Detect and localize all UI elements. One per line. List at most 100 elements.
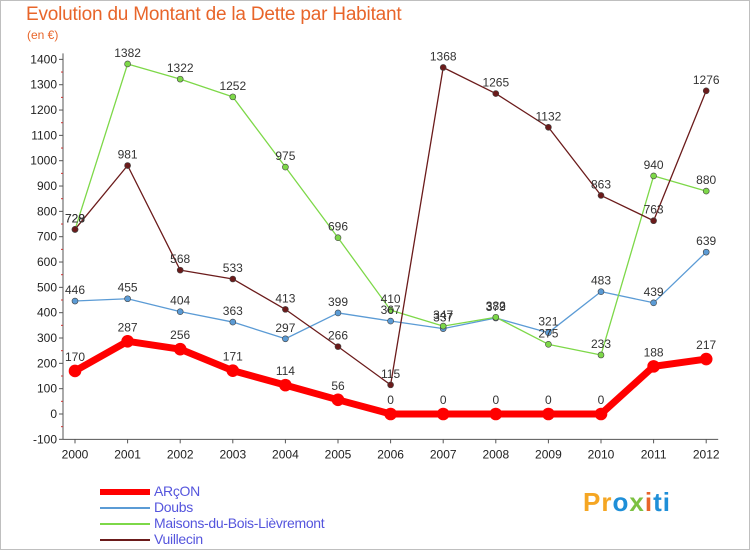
data-point xyxy=(542,407,555,421)
data-label: 363 xyxy=(223,304,243,318)
y-tick-label: 800 xyxy=(37,204,57,218)
data-label: 256 xyxy=(170,328,190,342)
data-label: 728 xyxy=(65,212,85,226)
data-label: 114 xyxy=(276,364,295,378)
data-point xyxy=(229,318,237,326)
data-point xyxy=(124,60,131,68)
data-point xyxy=(226,364,240,377)
data-label: 0 xyxy=(492,393,499,407)
data-label: 275 xyxy=(538,326,558,340)
x-tick-label: 2012 xyxy=(693,447,720,461)
data-point xyxy=(702,248,710,256)
data-label: 410 xyxy=(381,292,401,306)
data-label: 0 xyxy=(545,393,552,407)
data-point xyxy=(229,93,237,101)
data-label: 1252 xyxy=(219,79,246,93)
y-tick-label: 500 xyxy=(37,280,57,294)
data-point xyxy=(124,162,131,169)
x-tick-label: 2003 xyxy=(219,447,246,461)
legend-swatch xyxy=(100,523,150,525)
x-tick-label: 2001 xyxy=(114,447,141,461)
data-label: 1276 xyxy=(693,73,720,87)
data-label: 533 xyxy=(223,261,243,275)
data-point xyxy=(334,343,342,350)
data-point xyxy=(282,335,289,343)
data-point xyxy=(121,335,134,348)
data-point xyxy=(545,123,552,131)
legend-swatch xyxy=(100,539,150,541)
data-label: 171 xyxy=(223,350,243,364)
x-tick-label: 2002 xyxy=(167,447,194,461)
data-label: 446 xyxy=(65,283,85,297)
x-tick-label: 2000 xyxy=(62,447,89,461)
data-label: 1322 xyxy=(167,61,194,75)
data-point xyxy=(597,288,605,295)
data-label: 863 xyxy=(591,177,611,191)
data-point xyxy=(176,75,184,83)
y-tick-label: 600 xyxy=(37,255,57,269)
data-label: 367 xyxy=(381,303,401,317)
data-point xyxy=(702,187,710,195)
data-label: 729 xyxy=(65,211,85,225)
y-tick-label: 1400 xyxy=(30,52,57,66)
x-tick-label: 2006 xyxy=(377,447,404,461)
data-point xyxy=(699,352,713,366)
data-label: 1382 xyxy=(114,46,141,60)
legend-swatch xyxy=(100,507,150,509)
legend-label: Maisons-du-Bois-Lièvremont xyxy=(154,515,325,531)
data-label: 439 xyxy=(644,285,664,299)
y-tick-label: 1300 xyxy=(30,78,57,92)
data-label: 696 xyxy=(328,220,348,234)
x-tick-label: 2009 xyxy=(535,447,562,461)
data-point xyxy=(597,351,605,359)
data-point xyxy=(545,329,552,336)
data-point xyxy=(173,342,187,356)
y-tick-label: 300 xyxy=(37,331,57,345)
data-point xyxy=(650,299,657,307)
data-point xyxy=(176,266,184,274)
data-point xyxy=(124,295,131,303)
data-label: 981 xyxy=(118,148,138,162)
data-point xyxy=(492,313,500,321)
data-label: 975 xyxy=(275,149,295,163)
data-point xyxy=(334,234,342,242)
x-tick-label: 2011 xyxy=(641,447,667,461)
data-point xyxy=(384,407,397,421)
data-point xyxy=(492,90,500,97)
data-label: 233 xyxy=(591,337,611,351)
data-point xyxy=(334,309,342,317)
data-label: 1265 xyxy=(482,76,509,90)
data-label: 763 xyxy=(644,203,664,217)
x-tick-label: 2010 xyxy=(588,447,615,461)
data-label: 266 xyxy=(328,329,348,343)
legend-label: ARçON xyxy=(154,483,200,499)
y-tick-label: 200 xyxy=(37,356,57,370)
data-label: 188 xyxy=(644,345,664,359)
data-label: 170 xyxy=(65,350,85,364)
data-point xyxy=(650,217,657,225)
data-point xyxy=(282,306,289,313)
y-tick-label: 900 xyxy=(37,179,57,193)
data-label: 483 xyxy=(591,274,611,288)
data-point xyxy=(439,64,447,71)
data-label: 1368 xyxy=(430,49,457,63)
chart-title: Evolution du Montant de la Dette par Hab… xyxy=(26,4,402,25)
line-chart: -100010020030040050060070080090010001100… xyxy=(30,46,720,461)
x-tick-label: 2007 xyxy=(430,447,457,461)
data-point xyxy=(702,87,710,95)
x-tick-label: 2008 xyxy=(482,447,509,461)
y-tick-label: 1200 xyxy=(30,103,57,117)
data-point xyxy=(331,393,345,407)
data-point xyxy=(176,308,184,315)
data-point xyxy=(647,360,660,373)
legend-label: Vuillecin xyxy=(154,531,203,547)
data-point xyxy=(439,322,447,330)
data-label: 115 xyxy=(381,367,400,381)
y-tick-label: 0 xyxy=(50,407,57,421)
data-label: 568 xyxy=(170,252,190,266)
y-tick-label: -100 xyxy=(33,432,57,446)
data-label: 404 xyxy=(170,294,190,308)
data-point xyxy=(597,192,605,199)
data-label: 217 xyxy=(696,338,716,352)
data-point xyxy=(387,306,394,314)
